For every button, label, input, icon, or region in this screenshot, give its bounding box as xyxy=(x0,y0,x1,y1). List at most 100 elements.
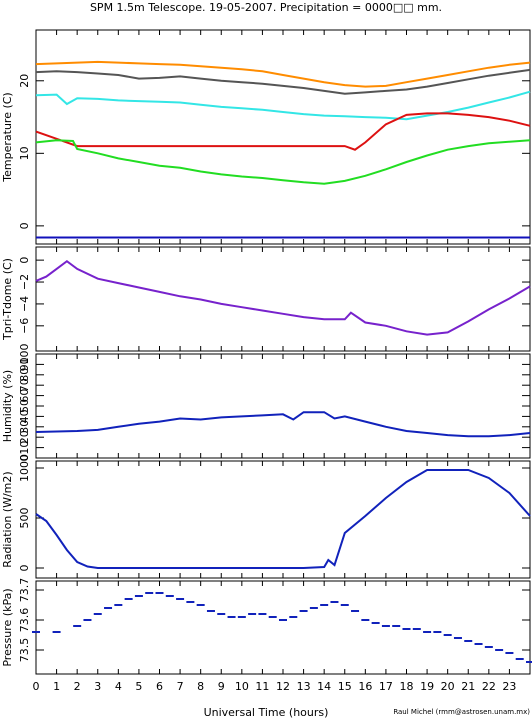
y-tick-label: 0 xyxy=(18,257,31,264)
data-point xyxy=(340,604,349,606)
x-tick-label: 14 xyxy=(317,680,331,693)
series-line xyxy=(35,90,531,121)
x-tick-label: 2 xyxy=(74,680,81,693)
data-point xyxy=(83,619,92,621)
series-line xyxy=(35,469,531,569)
y-tick-label: 1000 xyxy=(18,454,31,482)
y-tick-label: 90 xyxy=(18,357,31,371)
data-point xyxy=(186,601,195,603)
data-point xyxy=(351,610,360,612)
series-line xyxy=(35,112,531,151)
y-tick-label: 100 xyxy=(18,344,31,365)
y-tick-label: 0 xyxy=(18,222,31,229)
panel-frame xyxy=(35,460,531,579)
data-point xyxy=(124,598,133,600)
y-axis-label: Pressure (kPa) xyxy=(1,588,14,666)
data-point xyxy=(361,619,370,621)
series-line xyxy=(35,139,531,185)
x-tick-label: 4 xyxy=(115,680,122,693)
data-point xyxy=(32,631,40,633)
data-point xyxy=(289,616,298,618)
data-point xyxy=(505,652,514,654)
y-tick-label: 73.5 xyxy=(18,638,31,663)
x-tick-label: 17 xyxy=(379,680,393,693)
data-point xyxy=(433,631,442,633)
data-point xyxy=(52,631,61,633)
data-point xyxy=(237,616,246,618)
data-point xyxy=(526,661,532,663)
y-tick-label: 30 xyxy=(18,420,31,434)
data-point xyxy=(165,595,174,597)
data-point xyxy=(402,628,411,630)
x-tick-label: 10 xyxy=(235,680,249,693)
x-tick-label: 21 xyxy=(461,680,475,693)
x-tick-label: 18 xyxy=(400,680,414,693)
y-tick-label: 10 xyxy=(18,146,31,160)
x-tick-label: 5 xyxy=(135,680,142,693)
data-point xyxy=(320,604,329,606)
x-tick-label: 8 xyxy=(197,680,204,693)
y-tick-label: 20 xyxy=(18,74,31,88)
y-tick-label: −6 xyxy=(18,318,31,334)
x-tick-label: 3 xyxy=(94,680,101,693)
data-point xyxy=(217,613,226,615)
y-tick-label: 70 xyxy=(18,378,31,392)
data-point xyxy=(412,628,421,630)
data-point xyxy=(155,592,164,594)
x-tick-label: 19 xyxy=(420,680,434,693)
x-tick-label: 22 xyxy=(482,680,496,693)
x-tick-label: 12 xyxy=(276,680,290,693)
data-point xyxy=(381,625,390,627)
data-point xyxy=(279,619,287,621)
x-tick-label: 0 xyxy=(33,680,40,693)
series-line xyxy=(35,68,531,95)
y-tick-label: 10 xyxy=(18,441,31,455)
data-point xyxy=(443,634,452,636)
data-point xyxy=(196,604,205,606)
x-tick-label: 7 xyxy=(177,680,184,693)
series-line xyxy=(35,60,531,88)
y-tick-label: 80 xyxy=(18,368,31,382)
x-tick-label: 20 xyxy=(441,680,455,693)
y-tick-label: −4 xyxy=(18,296,31,312)
y-tick-label: 20 xyxy=(18,430,31,444)
data-point xyxy=(495,649,504,651)
series-line xyxy=(35,259,531,336)
data-point xyxy=(464,640,473,642)
data-point xyxy=(484,646,493,648)
x-tick-label: 11 xyxy=(255,680,269,693)
data-point xyxy=(104,607,113,609)
data-point xyxy=(93,613,102,615)
data-point xyxy=(474,643,483,645)
data-point xyxy=(392,625,401,627)
credit-text: Raul Michel (rmm@astrosen.unam.mx) xyxy=(393,708,530,716)
data-point xyxy=(114,604,123,606)
data-point xyxy=(134,595,143,597)
data-point xyxy=(258,613,267,615)
y-tick-label: 500 xyxy=(18,508,31,529)
panel-frame xyxy=(35,580,531,675)
data-point xyxy=(145,592,154,594)
data-point xyxy=(206,610,215,612)
x-tick-label: 15 xyxy=(338,680,352,693)
y-axis-label: Tpri-Tdome (C) xyxy=(1,258,14,341)
x-tick-label: 9 xyxy=(218,680,225,693)
y-tick-label: −2 xyxy=(18,274,31,290)
data-point xyxy=(309,607,318,609)
data-point xyxy=(515,658,524,660)
panel-frame xyxy=(35,246,531,352)
data-point xyxy=(371,622,380,624)
y-axis-label: Temperature (C) xyxy=(1,92,14,182)
x-axis-label: Universal Time (hours) xyxy=(204,706,329,719)
data-point xyxy=(330,601,339,603)
y-tick-label: 0 xyxy=(18,455,31,462)
chart-title: SPM 1.5m Telescope. 19-05-2007. Precipit… xyxy=(90,1,442,14)
y-tick-label: 73.7 xyxy=(18,578,31,603)
x-tick-label: 23 xyxy=(502,680,516,693)
data-point xyxy=(423,631,432,633)
y-axis-label: Radiation (W/m2) xyxy=(1,471,14,567)
data-point xyxy=(227,616,236,618)
data-point xyxy=(453,637,462,639)
